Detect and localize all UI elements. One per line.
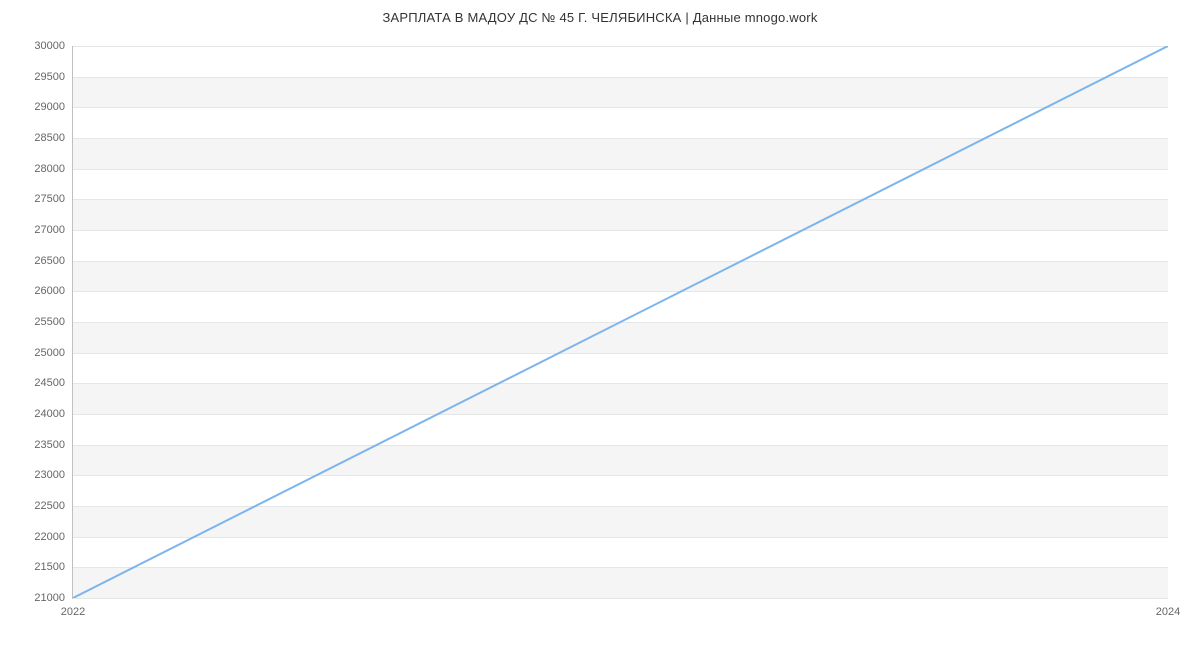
y-tick-label: 22000: [34, 531, 73, 543]
y-tick-label: 21500: [34, 561, 73, 573]
y-tick-label: 26500: [34, 255, 73, 267]
y-tick-label: 27500: [34, 193, 73, 205]
y-gridline: [73, 598, 1168, 599]
y-tick-label: 29500: [34, 71, 73, 83]
y-tick-label: 28500: [34, 132, 73, 144]
chart-title: ЗАРПЛАТА В МАДОУ ДС № 45 Г. ЧЕЛЯБИНСКА |…: [0, 10, 1200, 25]
y-tick-label: 24000: [34, 408, 73, 420]
y-tick-label: 28000: [34, 163, 73, 175]
y-tick-label: 24500: [34, 377, 73, 389]
y-tick-label: 27000: [34, 224, 73, 236]
x-tick-label: 2024: [1156, 598, 1180, 618]
y-tick-label: 25000: [34, 347, 73, 359]
plot-area: 2100021500220002250023000235002400024500…: [72, 46, 1168, 599]
series-svg: [73, 46, 1168, 598]
y-tick-label: 30000: [34, 40, 73, 52]
series-line-salary: [73, 46, 1168, 598]
y-tick-label: 29000: [34, 101, 73, 113]
y-tick-label: 25500: [34, 316, 73, 328]
y-tick-label: 26000: [34, 285, 73, 297]
y-tick-label: 23000: [34, 469, 73, 481]
x-tick-label: 2022: [61, 598, 85, 618]
y-tick-label: 23500: [34, 439, 73, 451]
y-tick-label: 22500: [34, 500, 73, 512]
